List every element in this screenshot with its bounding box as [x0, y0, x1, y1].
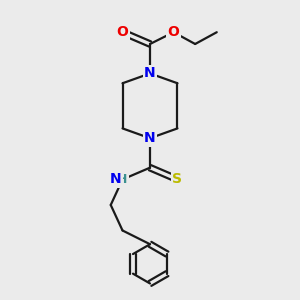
Text: S: S	[172, 172, 182, 186]
Text: N: N	[144, 66, 156, 80]
Text: H: H	[117, 173, 128, 186]
Text: N: N	[144, 131, 156, 145]
Text: O: O	[168, 25, 179, 39]
Text: O: O	[117, 25, 128, 39]
Text: N: N	[110, 172, 122, 186]
